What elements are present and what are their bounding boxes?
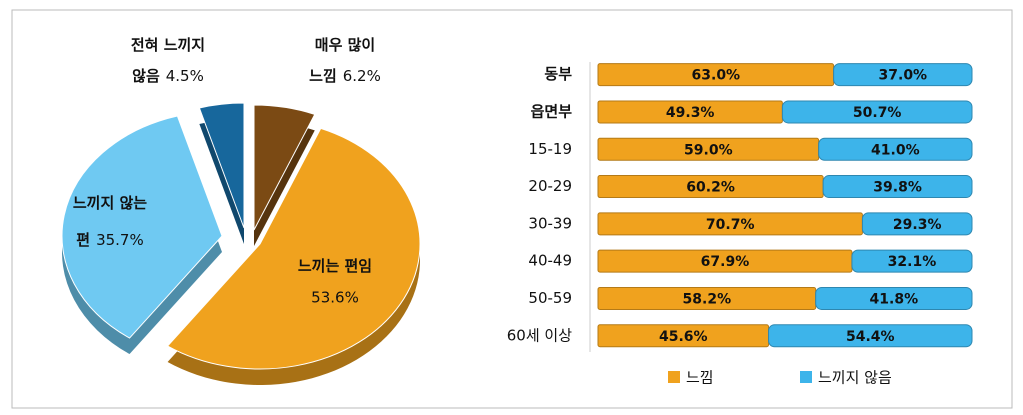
pie-slice — [198, 102, 245, 229]
pie-label-line: 느끼는 편임 — [298, 257, 372, 275]
bar-value-label: 58.2% — [683, 291, 732, 307]
pie-label: 전혀 느끼지 — [131, 36, 205, 54]
bar-value-label: 59.0% — [684, 142, 733, 158]
pie-value-label: 35.7% — [96, 231, 144, 249]
y-tick-label: 60세 이상 — [507, 326, 572, 344]
y-tick-label: 40-49 — [528, 252, 572, 270]
bar-segment — [861, 212, 973, 236]
legend-label: 느낌 — [686, 369, 714, 387]
pie-label-line: 않음 — [132, 67, 160, 85]
bar-value-label: 32.1% — [888, 254, 937, 270]
bar-value-label: 39.8% — [873, 180, 922, 196]
pie-label-line: 느낌 — [309, 67, 337, 85]
bar-value-label: 45.6% — [659, 329, 708, 345]
y-tick-label: 30-39 — [528, 214, 572, 232]
bar-segment — [768, 324, 973, 348]
pie-label: 않음 4.5% — [132, 67, 204, 85]
bar-value-label: 67.9% — [701, 254, 750, 270]
pie-slice — [253, 104, 316, 231]
bar-value-label: 37.0% — [879, 68, 928, 84]
pie-label: 느끼지 않는 — [73, 194, 147, 212]
pie-slice — [61, 115, 223, 339]
bar-segment — [781, 100, 973, 124]
pie-label: 매우 많이 — [315, 36, 375, 54]
y-tick-label: 20-29 — [528, 177, 572, 195]
bar-segment — [815, 286, 973, 310]
bar-segment — [833, 63, 973, 87]
bar-value-label: 41.8% — [870, 291, 919, 307]
bar-value-label: 29.3% — [893, 217, 942, 233]
pie-label-line: 매우 많이 — [315, 36, 375, 54]
y-tick-label: 15-19 — [528, 140, 572, 158]
bar-value-label: 70.7% — [706, 217, 755, 233]
bar-value-label: 49.3% — [666, 105, 715, 121]
bar-value-label: 63.0% — [692, 68, 741, 84]
pie-value-label: 6.2% — [343, 67, 381, 85]
bar-segment — [818, 137, 973, 161]
y-tick-label: 50-59 — [528, 289, 572, 307]
bar-value-label: 60.2% — [686, 180, 735, 196]
pie-label: 편 35.7% — [76, 231, 143, 249]
bar-segment — [851, 249, 973, 273]
bar-value-label: 50.7% — [853, 105, 902, 121]
pie-value-label: 53.6% — [311, 289, 359, 307]
y-tick-label: 읍면부 — [531, 102, 573, 120]
pie-label-line: 전혀 느끼지 — [131, 36, 205, 54]
pie-label-line: 편 — [76, 231, 90, 249]
bar-value-label: 41.0% — [871, 142, 920, 158]
pie-label: 느낌 6.2% — [309, 67, 381, 85]
legend-swatch — [800, 371, 812, 383]
pie-slice — [166, 127, 421, 370]
legend-label: 느끼지 않음 — [818, 369, 892, 387]
pie-value-label: 4.5% — [166, 67, 204, 85]
pie-label: 느끼는 편임 — [298, 257, 372, 275]
bar-segment — [822, 175, 973, 199]
pie-label-line: 느끼지 않는 — [73, 194, 147, 212]
y-tick-label: 동부 — [544, 65, 572, 83]
legend-swatch — [668, 371, 680, 383]
bar-value-label: 54.4% — [846, 329, 895, 345]
